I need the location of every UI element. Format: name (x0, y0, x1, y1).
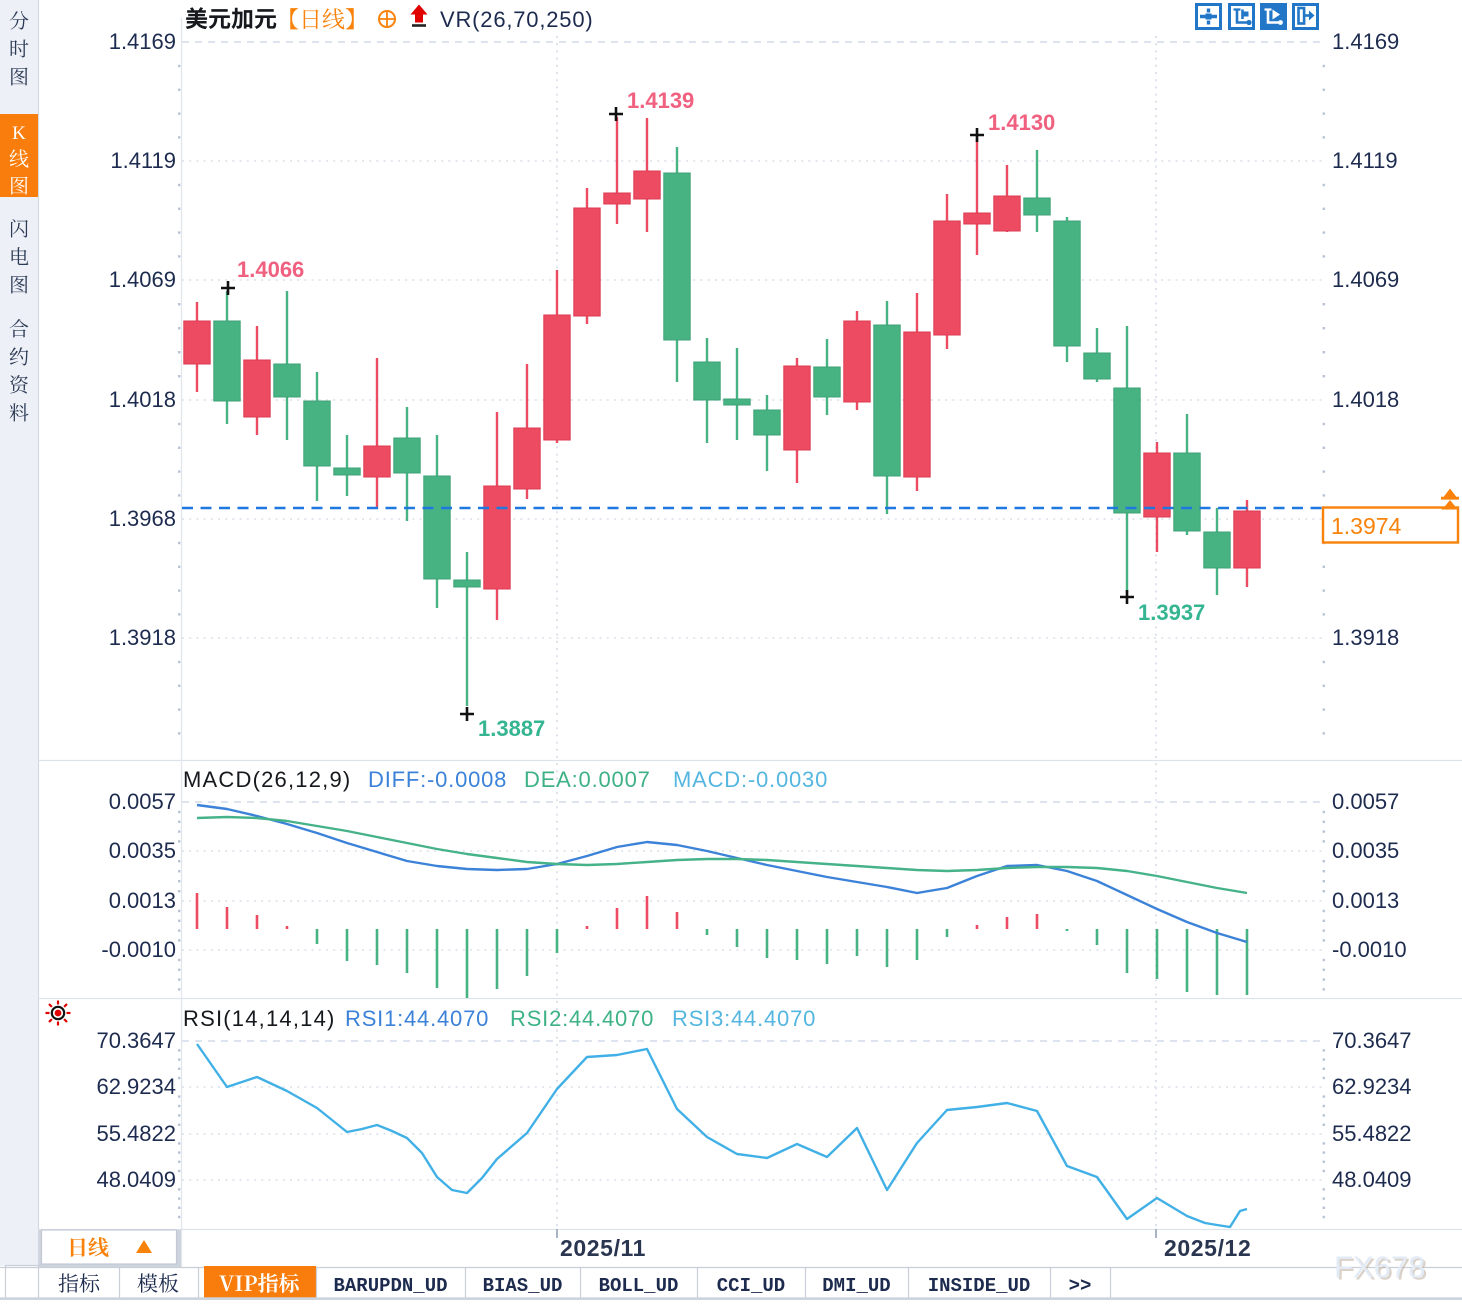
svg-text:0.0035: 0.0035 (1332, 838, 1399, 863)
svg-text:FX678: FX678 (1336, 1252, 1427, 1287)
svg-text:1.4119: 1.4119 (110, 148, 176, 173)
svg-text:RSI2:44.4070: RSI2:44.4070 (510, 1006, 654, 1031)
svg-text:1.4139: 1.4139 (627, 88, 694, 113)
svg-text:0.0057: 0.0057 (109, 789, 176, 814)
svg-text:48.0409: 48.0409 (1332, 1167, 1412, 1192)
svg-text:1.3974: 1.3974 (1331, 513, 1402, 539)
svg-text:1.3918: 1.3918 (109, 625, 176, 650)
svg-text:1.4130: 1.4130 (988, 110, 1055, 135)
svg-text:55.4822: 55.4822 (1332, 1121, 1412, 1146)
svg-text:-0.0010: -0.0010 (101, 937, 176, 962)
svg-text:RSI(14,14,14): RSI(14,14,14) (183, 1006, 336, 1031)
svg-text:1.3887: 1.3887 (478, 716, 545, 741)
svg-text:0.0035: 0.0035 (109, 838, 176, 863)
svg-text:RSI3:44.4070: RSI3:44.4070 (672, 1006, 816, 1031)
svg-text:1.4018: 1.4018 (1332, 387, 1399, 412)
svg-text:>>: >> (1069, 1275, 1092, 1297)
svg-text:1.4018: 1.4018 (109, 387, 176, 412)
svg-text:FX678: FX678 (1334, 1250, 1425, 1285)
svg-text:RSI1:44.4070: RSI1:44.4070 (345, 1006, 489, 1031)
svg-text:DMI_UD: DMI_UD (822, 1275, 890, 1297)
svg-text:1.4069: 1.4069 (1332, 267, 1399, 292)
svg-text:BOLL_UD: BOLL_UD (599, 1275, 679, 1297)
svg-text:MACD(26,12,9): MACD(26,12,9) (183, 767, 351, 792)
svg-text:BIAS_UD: BIAS_UD (483, 1275, 563, 1297)
svg-text:0.0013: 0.0013 (109, 888, 176, 913)
svg-text:1.3918: 1.3918 (1332, 625, 1399, 650)
svg-text:DIFF:-0.0008: DIFF:-0.0008 (368, 767, 507, 792)
svg-text:0.0057: 0.0057 (1332, 789, 1399, 814)
svg-text:70.3647: 70.3647 (1332, 1028, 1412, 1053)
svg-text:VR(26,70,250): VR(26,70,250) (440, 7, 594, 32)
svg-text:55.4822: 55.4822 (96, 1121, 176, 1146)
svg-text:2025/11: 2025/11 (560, 1235, 646, 1261)
svg-text:1.4069: 1.4069 (109, 267, 176, 292)
svg-text:70.3647: 70.3647 (96, 1028, 176, 1053)
svg-text:1.4066: 1.4066 (237, 257, 304, 282)
svg-text:-0.0010: -0.0010 (1332, 937, 1407, 962)
svg-text:48.0409: 48.0409 (96, 1167, 176, 1192)
svg-text:INSIDE_UD: INSIDE_UD (928, 1275, 1031, 1297)
svg-text:K: K (12, 123, 26, 144)
svg-text:1.4169: 1.4169 (109, 29, 176, 54)
svg-text:1.4169: 1.4169 (1332, 29, 1399, 54)
svg-text:62.9234: 62.9234 (96, 1074, 176, 1099)
svg-text:BARUPDN_UD: BARUPDN_UD (333, 1275, 447, 1297)
svg-text:2025/12: 2025/12 (1164, 1235, 1251, 1261)
svg-text:CCI_UD: CCI_UD (717, 1275, 785, 1297)
svg-text:1.3968: 1.3968 (109, 506, 176, 531)
svg-text:DEA:0.0007: DEA:0.0007 (524, 767, 651, 792)
svg-text:MACD:-0.0030: MACD:-0.0030 (673, 767, 828, 792)
svg-text:62.9234: 62.9234 (1332, 1074, 1412, 1099)
svg-text:0.0013: 0.0013 (1332, 888, 1399, 913)
svg-text:1.3937: 1.3937 (1138, 600, 1205, 625)
svg-text:1.4119: 1.4119 (1332, 148, 1398, 173)
